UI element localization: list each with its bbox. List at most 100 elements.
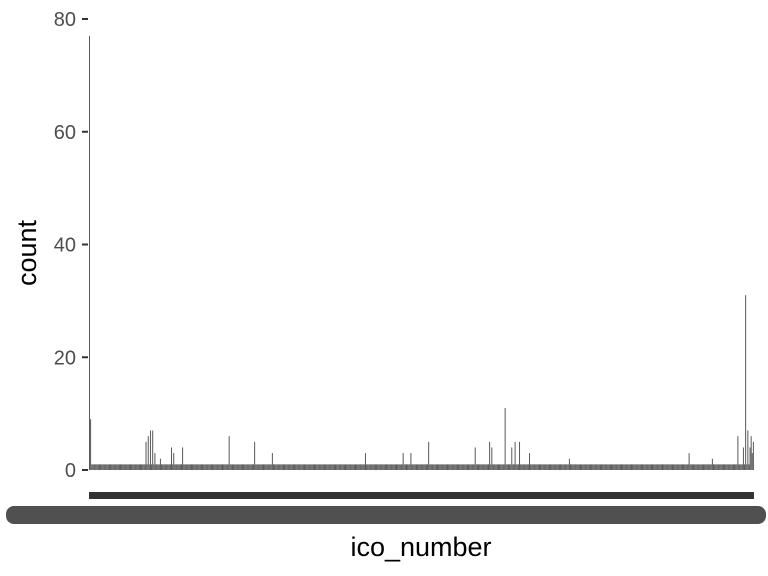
bar xyxy=(592,464,594,470)
bar xyxy=(141,464,143,470)
bar xyxy=(247,464,249,470)
bar xyxy=(455,464,457,470)
bar xyxy=(410,453,412,470)
bar xyxy=(461,464,463,470)
bar xyxy=(671,464,673,470)
y-tick-label: 40 xyxy=(54,235,76,257)
bar xyxy=(218,464,220,470)
bar xyxy=(409,464,411,470)
bar xyxy=(556,464,558,470)
bar xyxy=(678,464,680,470)
bar xyxy=(135,464,137,470)
bar xyxy=(195,464,197,470)
bar xyxy=(751,453,753,470)
bar xyxy=(470,464,472,470)
bar xyxy=(588,464,590,470)
bar xyxy=(718,464,720,470)
bar xyxy=(520,464,522,470)
bar xyxy=(390,464,392,470)
bar xyxy=(428,441,430,470)
bar xyxy=(210,464,212,470)
bar xyxy=(167,464,169,470)
bar xyxy=(391,464,393,470)
bar xyxy=(439,464,441,470)
bar xyxy=(427,464,429,470)
bar xyxy=(677,464,679,470)
bar xyxy=(371,464,373,470)
bar xyxy=(351,464,353,470)
bar xyxy=(278,464,280,470)
bar xyxy=(405,464,407,470)
bar xyxy=(174,464,176,470)
bar xyxy=(466,464,468,470)
bar xyxy=(323,464,325,470)
bar xyxy=(260,464,262,470)
bar xyxy=(287,464,289,470)
bar xyxy=(193,464,195,470)
bar xyxy=(632,464,634,470)
bar xyxy=(264,464,266,470)
bar xyxy=(213,464,215,470)
bar xyxy=(103,464,105,470)
bar xyxy=(734,464,736,470)
bar xyxy=(693,464,695,470)
bar xyxy=(259,464,261,470)
y-axis: 0 20 40 60 80 xyxy=(54,9,88,482)
bar xyxy=(337,464,339,470)
bar xyxy=(215,464,217,470)
bar xyxy=(430,464,432,470)
bar xyxy=(95,464,97,470)
bar xyxy=(279,464,281,470)
bar xyxy=(382,464,384,470)
bar xyxy=(133,464,135,470)
bar xyxy=(458,464,460,470)
bar xyxy=(465,464,467,470)
bar xyxy=(565,464,567,470)
bar xyxy=(684,464,686,470)
bar xyxy=(111,464,113,470)
bar xyxy=(475,464,477,470)
bar xyxy=(653,464,655,470)
bar xyxy=(165,464,167,470)
bar xyxy=(522,464,524,470)
bar xyxy=(719,464,721,470)
bar xyxy=(321,464,323,470)
bar xyxy=(715,464,717,470)
bar xyxy=(596,464,598,470)
bar xyxy=(618,464,620,470)
bar xyxy=(658,464,660,470)
bar xyxy=(205,464,207,470)
bar xyxy=(222,464,223,470)
bar xyxy=(182,447,184,470)
bar xyxy=(188,464,190,470)
bar xyxy=(204,464,206,470)
bar xyxy=(317,464,319,470)
bar xyxy=(675,464,677,470)
bar xyxy=(647,464,649,470)
bar xyxy=(127,464,129,470)
bar xyxy=(357,464,359,470)
bar xyxy=(121,464,123,470)
bar xyxy=(602,464,604,470)
bar xyxy=(132,464,134,470)
bar xyxy=(172,464,174,470)
bar xyxy=(300,464,302,470)
bar xyxy=(335,464,337,470)
bar xyxy=(284,464,286,470)
bar xyxy=(473,464,475,470)
bar xyxy=(238,464,240,470)
bar xyxy=(176,464,178,470)
bar xyxy=(666,464,668,470)
bar xyxy=(214,464,216,470)
bar xyxy=(408,464,410,470)
bar xyxy=(415,464,417,470)
bar xyxy=(373,464,375,470)
bar xyxy=(545,464,547,470)
bar xyxy=(274,464,276,470)
bar xyxy=(616,464,618,470)
bar xyxy=(648,464,650,470)
bar xyxy=(94,464,96,470)
bar xyxy=(251,464,253,470)
bar xyxy=(353,464,355,470)
bar xyxy=(537,464,539,470)
